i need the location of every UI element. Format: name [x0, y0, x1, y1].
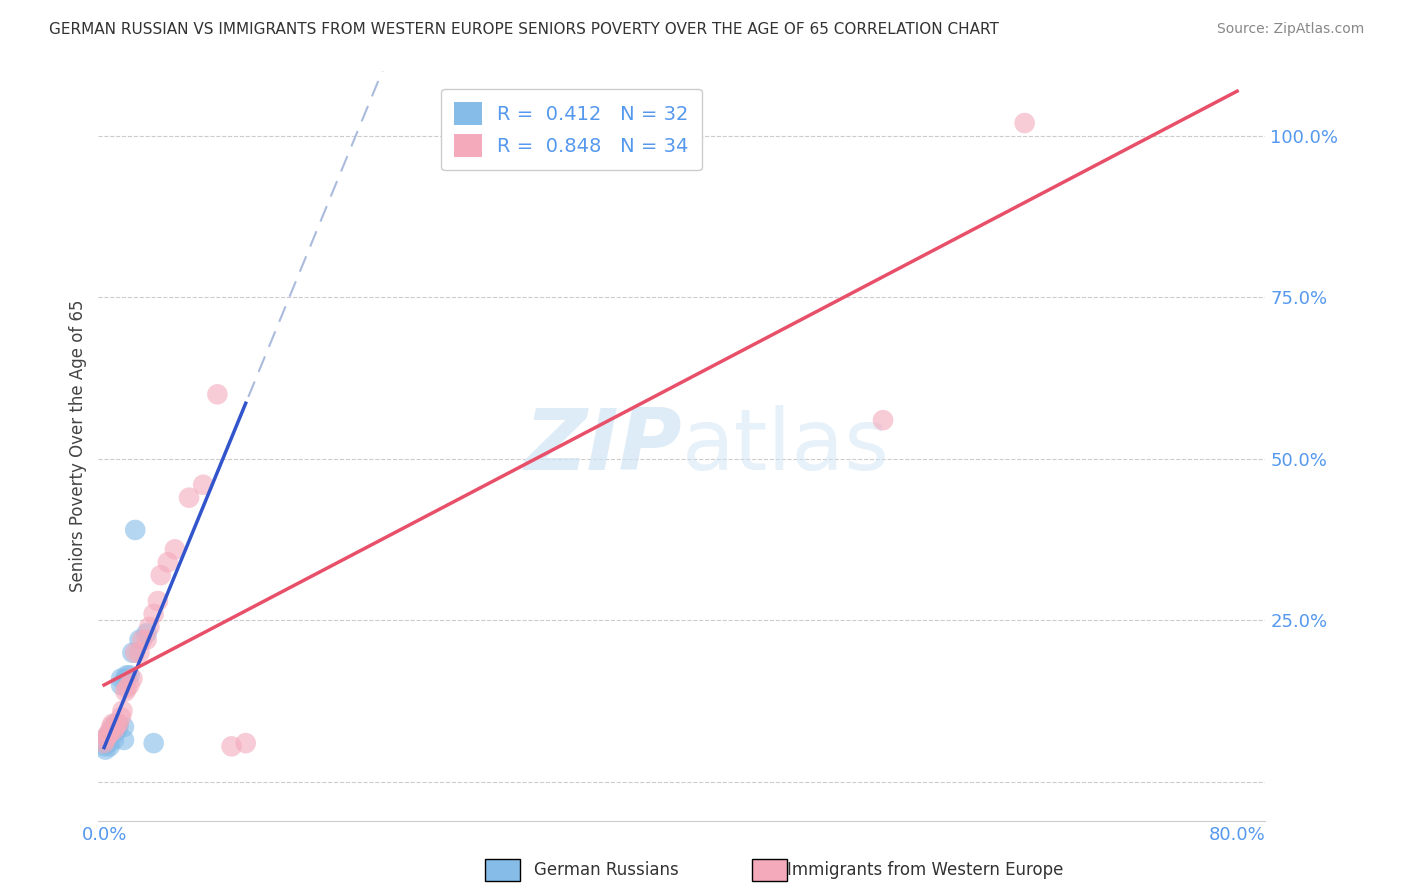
Point: [105, 716, 128, 731]
Point: [128, 646, 150, 660]
Point: [135, 626, 157, 640]
Point: [104, 716, 127, 731]
Point: [96, 730, 118, 744]
Text: Immigrants from Western Europe: Immigrants from Western Europe: [787, 861, 1064, 879]
Text: atlas: atlas: [682, 404, 890, 488]
Point: [142, 736, 165, 750]
Legend: R =  0.412   N = 32, R =  0.848   N = 34: R = 0.412 N = 32, R = 0.848 N = 34: [440, 88, 702, 170]
Point: [128, 632, 150, 647]
Point: [872, 413, 894, 427]
Point: [96, 732, 118, 747]
Text: Source: ZipAtlas.com: Source: ZipAtlas.com: [1216, 22, 1364, 37]
Point: [124, 523, 146, 537]
Point: [124, 646, 146, 660]
Point: [98, 726, 121, 740]
Point: [138, 620, 160, 634]
Point: [1014, 116, 1036, 130]
Point: [93, 739, 115, 754]
Point: [101, 723, 124, 738]
Point: [107, 716, 129, 731]
Point: [207, 387, 229, 401]
Point: [115, 668, 138, 682]
Point: [111, 704, 134, 718]
Point: [103, 723, 125, 738]
Point: [98, 726, 121, 740]
Point: [94, 736, 117, 750]
Point: [193, 477, 215, 491]
Point: [114, 684, 136, 698]
Point: [235, 736, 257, 750]
Point: [96, 730, 118, 744]
Point: [103, 732, 125, 747]
Point: [177, 491, 200, 505]
Point: [100, 726, 122, 740]
Y-axis label: Seniors Poverty Over the Age of 65: Seniors Poverty Over the Age of 65: [69, 300, 87, 592]
Text: ZIP: ZIP: [524, 404, 682, 488]
Point: [101, 726, 124, 740]
Point: [110, 678, 132, 692]
Point: [110, 672, 132, 686]
Point: [118, 678, 141, 692]
Point: [107, 716, 129, 731]
Point: [98, 739, 121, 754]
Point: [112, 732, 135, 747]
Point: [114, 672, 136, 686]
Point: [146, 594, 169, 608]
Point: [100, 723, 122, 738]
Point: [156, 555, 179, 569]
Point: [121, 672, 143, 686]
Point: [163, 542, 186, 557]
Point: [104, 723, 127, 738]
Point: [149, 568, 172, 582]
Point: [142, 607, 165, 621]
Point: [121, 646, 143, 660]
Point: [97, 732, 120, 747]
Point: [94, 732, 117, 747]
Point: [104, 720, 127, 734]
Text: German Russians: German Russians: [534, 861, 679, 879]
Point: [118, 668, 141, 682]
Point: [110, 710, 132, 724]
Point: [112, 720, 135, 734]
Point: [105, 723, 128, 738]
Point: [101, 716, 124, 731]
Text: GERMAN RUSSIAN VS IMMIGRANTS FROM WESTERN EUROPE SENIORS POVERTY OVER THE AGE OF: GERMAN RUSSIAN VS IMMIGRANTS FROM WESTER…: [49, 22, 1000, 37]
Point: [107, 720, 129, 734]
Point: [135, 632, 157, 647]
Point: [103, 726, 125, 740]
Point: [93, 736, 115, 750]
Point: [97, 726, 120, 740]
Point: [100, 720, 122, 734]
Point: [97, 736, 120, 750]
Point: [131, 632, 153, 647]
Point: [115, 681, 138, 696]
Point: [221, 739, 243, 754]
Point: [94, 742, 117, 756]
